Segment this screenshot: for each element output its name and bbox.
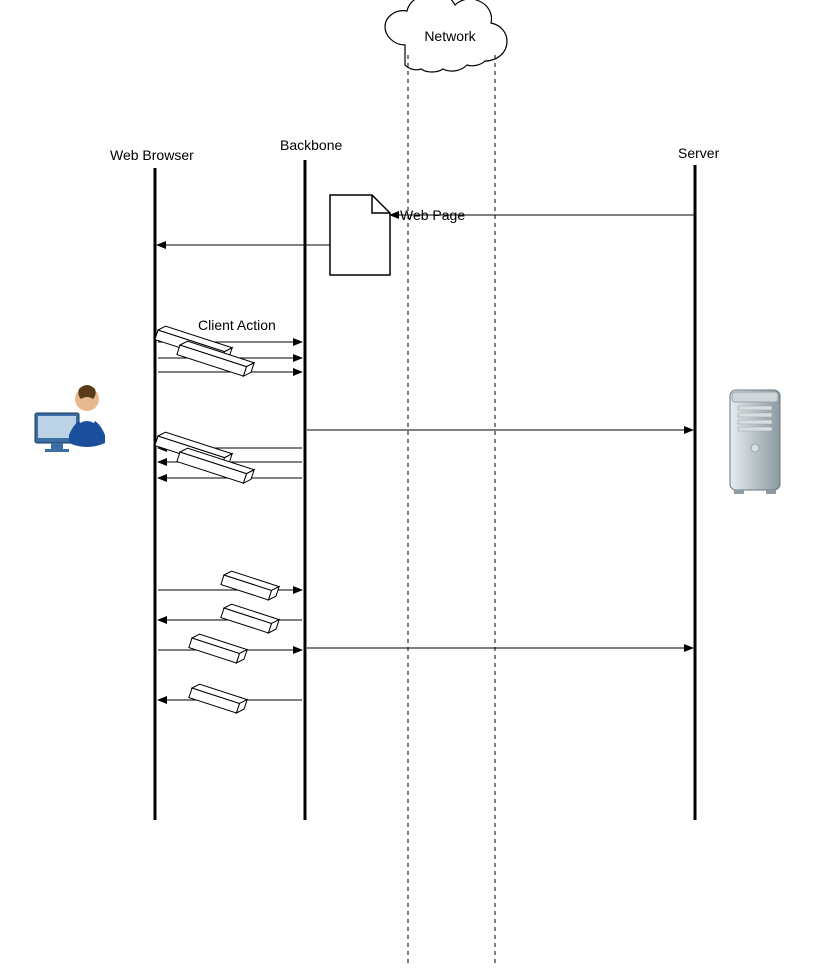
action-cuboid — [221, 602, 279, 635]
user-icon — [35, 385, 105, 452]
network-label: Network — [424, 28, 476, 44]
server-icon — [730, 390, 780, 494]
document-icon — [330, 195, 390, 275]
network-cloud: Network — [385, 0, 507, 72]
client-action-label: Client Action — [198, 317, 276, 333]
action-cuboid — [221, 569, 279, 602]
lifeline-label-server: Server — [678, 145, 720, 161]
action-cuboid — [189, 682, 247, 715]
lifeline-label-browser: Web Browser — [110, 147, 194, 163]
lifeline-label-backbone: Backbone — [280, 137, 342, 153]
action-cuboid — [189, 632, 247, 665]
